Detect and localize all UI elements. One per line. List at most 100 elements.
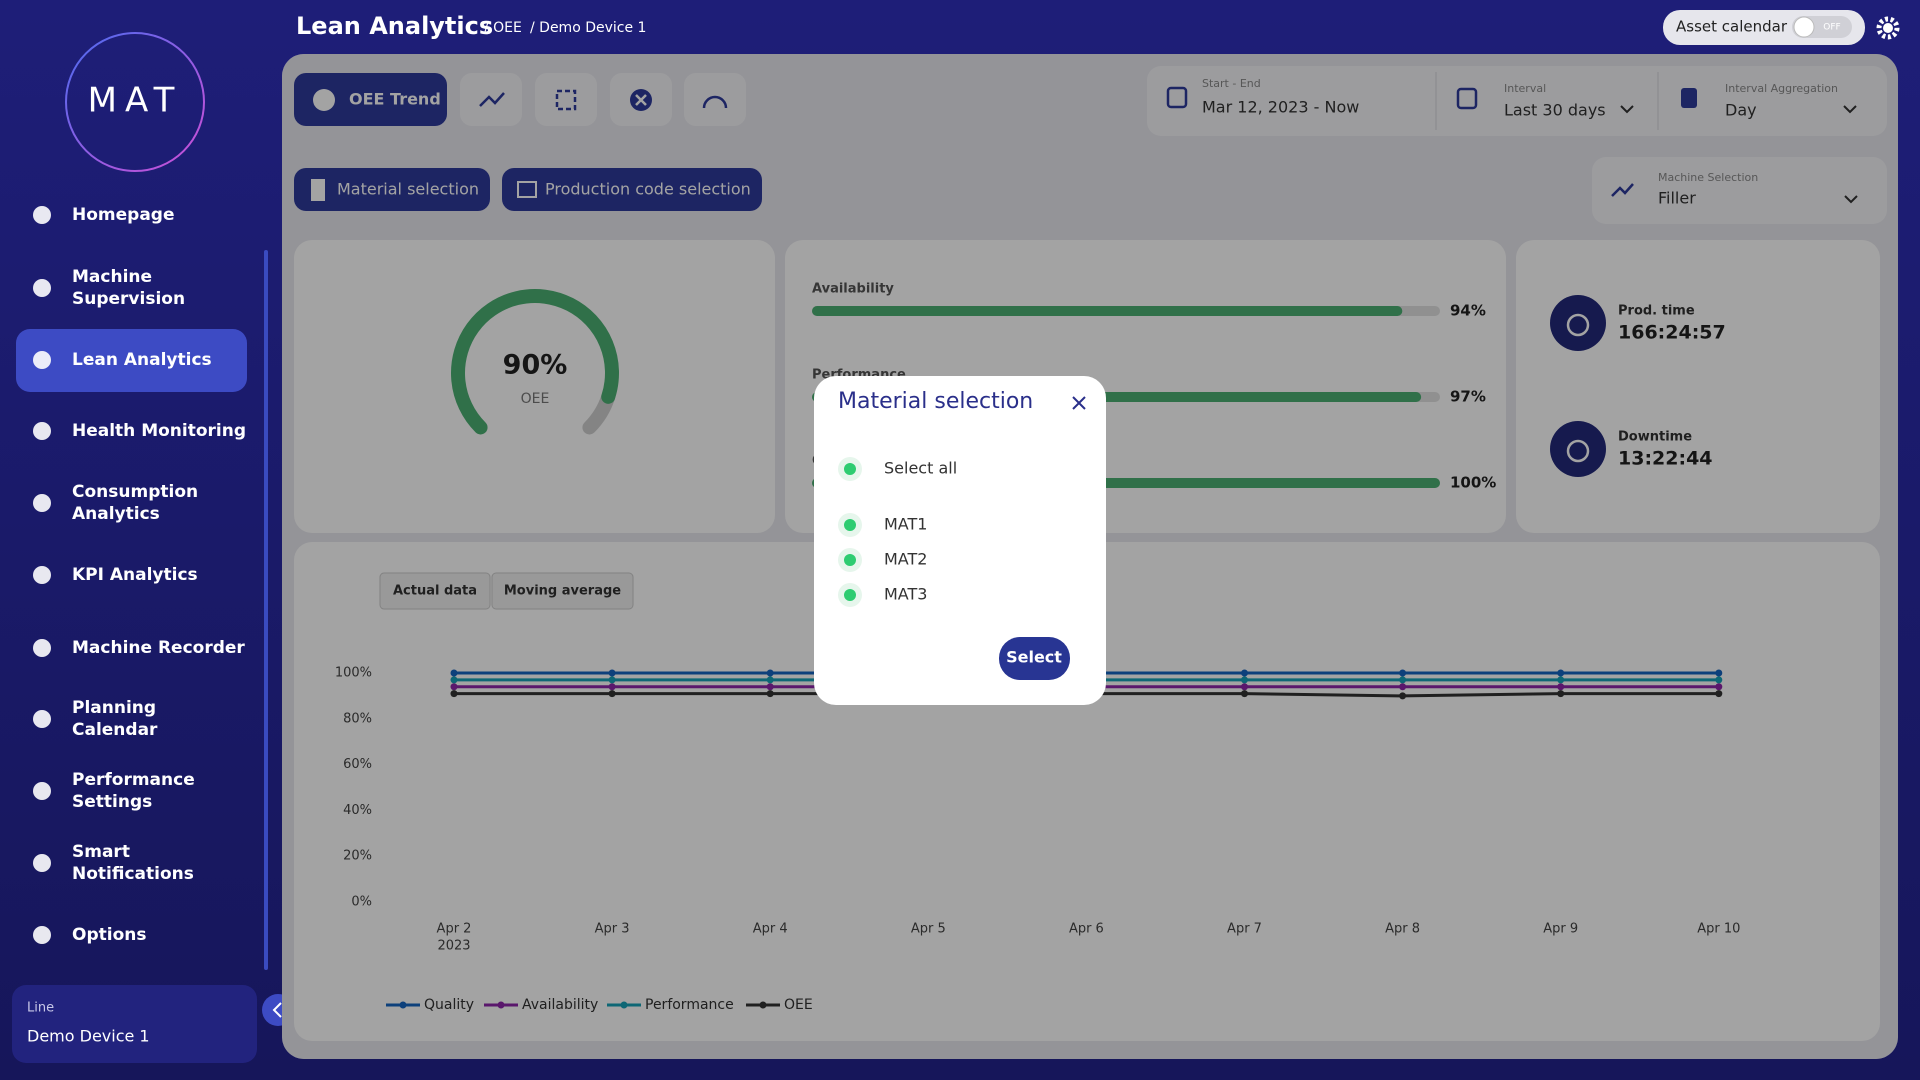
- series-point: [1715, 690, 1723, 698]
- legend-label[interactable]: Quality: [424, 997, 474, 1013]
- breadcrumb[interactable]: / Demo Device 1: [530, 20, 646, 36]
- settings-icon-core: [1883, 23, 1893, 33]
- series-point: [608, 690, 616, 698]
- toggle-state: OFF: [1823, 23, 1840, 33]
- view-button[interactable]: [684, 73, 746, 126]
- x-tick-label: Apr 7: [1227, 922, 1262, 937]
- chevron[interactable]: [1843, 105, 1857, 114]
- production-button[interactable]: [502, 168, 762, 211]
- nav-label[interactable]: Smart: [72, 842, 130, 862]
- filter-value[interactable]: Last 30 days: [1504, 101, 1606, 120]
- nav-label[interactable]: Health Monitoring: [72, 421, 246, 441]
- series-point: [1715, 676, 1723, 684]
- x-tick-label: Apr 10: [1697, 922, 1740, 937]
- nav-icon: [33, 854, 51, 872]
- toggle-knob: [1793, 16, 1815, 38]
- view-icon: [479, 92, 505, 107]
- nav-icon: [33, 279, 51, 297]
- kpi-value: 97%: [1450, 388, 1486, 406]
- series-point: [1557, 669, 1565, 677]
- production-button-label: Production code selection: [545, 180, 751, 199]
- line-box[interactable]: [12, 985, 257, 1063]
- x-tick-label: Apr 5: [911, 922, 946, 937]
- nav-label[interactable]: Analytics: [72, 504, 160, 524]
- nav-label[interactable]: Performance: [72, 770, 195, 790]
- legend-label[interactable]: OEE: [784, 997, 813, 1013]
- gauge: [451, 289, 619, 435]
- modal: [814, 376, 1106, 705]
- filter-value: Filler: [1658, 189, 1696, 208]
- material-button-label: Material selection: [337, 180, 479, 199]
- legend-label[interactable]: Availability: [522, 997, 598, 1013]
- option-label[interactable]: MAT3: [884, 585, 927, 604]
- series-point: [450, 669, 458, 677]
- oee-trend-button[interactable]: [294, 73, 447, 126]
- series-point: [1715, 669, 1723, 677]
- y-tick-label: 20%: [343, 849, 372, 864]
- modal-close[interactable]: [1072, 396, 1086, 410]
- view-button[interactable]: [535, 73, 597, 126]
- option-label[interactable]: MAT2: [884, 550, 927, 569]
- nav-label[interactable]: Consumption: [72, 482, 198, 502]
- logo: MAT: [88, 81, 183, 121]
- series-point: [608, 683, 616, 691]
- chevron: [1844, 195, 1858, 204]
- view-buttons: [460, 73, 746, 126]
- nav-label[interactable]: Machine: [72, 267, 152, 287]
- modal-title: Material selection: [838, 389, 1033, 414]
- nav-label[interactable]: KPI Analytics: [72, 565, 198, 585]
- series-point: [1557, 690, 1565, 698]
- legend-dot: [399, 1001, 407, 1009]
- nav-label[interactable]: Lean Analytics: [72, 350, 212, 370]
- legend-label[interactable]: Performance: [645, 997, 734, 1013]
- nav-label[interactable]: Settings: [72, 792, 152, 812]
- nav-label[interactable]: Planning: [72, 698, 156, 718]
- option-label[interactable]: MAT1: [884, 515, 927, 534]
- nav-label[interactable]: Supervision: [72, 289, 185, 309]
- kpi-name: Availability: [812, 282, 894, 297]
- kpi-value: 100%: [1450, 474, 1496, 492]
- x-year-label: 2023: [437, 939, 470, 954]
- time-card: [1516, 240, 1880, 533]
- chart-mode-button[interactable]: [379, 572, 491, 610]
- settings-icon[interactable]: [1876, 16, 1900, 40]
- chart-mode-button[interactable]: [491, 572, 634, 610]
- production-icon: [517, 181, 537, 198]
- checkbox-dot: [844, 463, 856, 475]
- filter-value[interactable]: Day: [1725, 101, 1757, 120]
- series-point: [608, 669, 616, 677]
- series-point: [1399, 692, 1407, 700]
- x-tick-label: Apr 3: [595, 922, 630, 937]
- chart-card: [294, 542, 1880, 1041]
- series-point: [1241, 676, 1248, 684]
- machine-select[interactable]: [1592, 157, 1887, 224]
- select-button[interactable]: [999, 637, 1070, 680]
- line-value: Demo Device 1: [27, 1027, 150, 1046]
- page-title: Lean Analytics: [296, 12, 493, 40]
- chevron[interactable]: [1620, 105, 1634, 114]
- nav-icon: [33, 422, 51, 440]
- breadcrumb[interactable]: / OEE: [484, 20, 522, 36]
- material-button[interactable]: [294, 168, 490, 211]
- view-icon: [555, 89, 577, 111]
- series-point: [1399, 676, 1407, 684]
- nav-label[interactable]: Calendar: [72, 720, 158, 740]
- time-label: Prod. time: [1618, 304, 1695, 319]
- machine-icon: [1611, 183, 1634, 197]
- filter-label: Machine Selection: [1658, 171, 1758, 184]
- series-point: [1399, 669, 1407, 677]
- filter-value[interactable]: Mar 12, 2023 - Now: [1202, 98, 1359, 117]
- nav-label[interactable]: Machine Recorder: [72, 638, 245, 658]
- logo-ring: [65, 32, 205, 172]
- oee-trend-icon: [313, 89, 335, 111]
- series-point: [1241, 690, 1248, 698]
- option-label[interactable]: Select all: [884, 459, 957, 478]
- x-tick-label: Apr 9: [1543, 922, 1578, 937]
- nav-label[interactable]: Homepage: [72, 205, 175, 225]
- nav-label[interactable]: Notifications: [72, 864, 194, 884]
- chart-mode-label: Actual data: [393, 584, 477, 599]
- nav-label[interactable]: Options: [72, 925, 146, 945]
- series-point: [450, 690, 458, 698]
- series-point: [1557, 676, 1565, 684]
